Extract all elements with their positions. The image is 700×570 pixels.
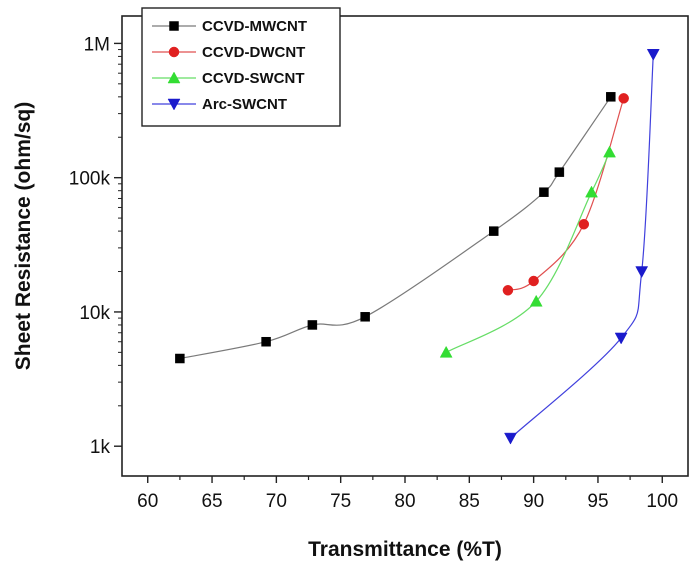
y-tick-label: 1k xyxy=(90,437,111,458)
ccvd-mwcnt-point xyxy=(175,353,185,364)
legend-label: CCVD-DWCNT xyxy=(202,44,305,61)
x-tick-label: 85 xyxy=(459,491,480,512)
x-tick-label: 100 xyxy=(646,491,678,512)
ccvd-dwcnt-point xyxy=(618,93,629,104)
arc-swcnt-point xyxy=(646,49,660,61)
y-tick-label: 100k xyxy=(69,169,111,190)
ccvd-mwcnt-curve xyxy=(179,96,612,360)
ccvd-mwcnt-point xyxy=(554,167,565,177)
arc-swcnt-point xyxy=(635,266,649,279)
legend-label: CCVD-MWCNT xyxy=(202,18,307,35)
ccvd-mwcnt-point xyxy=(606,92,616,102)
ccvd-mwcnt-legend-marker xyxy=(169,21,179,31)
legend-label: CCVD-SWCNT xyxy=(202,70,305,87)
x-tick-label: 80 xyxy=(394,491,415,512)
ccvd-dwcnt-point xyxy=(578,218,590,230)
x-axis-title: Transmittance (%T) xyxy=(308,538,502,561)
x-tick-label: 60 xyxy=(137,491,158,512)
series-markers xyxy=(175,49,660,445)
legend: CCVD-MWCNT CCVD-DWCNT CCVD-SWCNT Arc-SWCNT xyxy=(141,7,341,127)
ccvd-dwcnt-point xyxy=(502,285,514,296)
ccvd-swcnt-curve xyxy=(445,151,611,353)
arc-swcnt-point xyxy=(614,332,628,345)
ccvd-swcnt-point xyxy=(439,345,453,358)
y-tick-label: 1M xyxy=(84,34,110,55)
arc-swcnt-legend-marker xyxy=(167,98,181,111)
y-axis-title: Sheet Resistance (ohm/sq) xyxy=(12,102,35,370)
ccvd-mwcnt-point xyxy=(307,320,318,330)
x-tick-label: 75 xyxy=(330,491,351,512)
ccvd-mwcnt-point xyxy=(261,336,271,347)
y-tick-label: 10k xyxy=(79,303,110,324)
x-tick-label: 70 xyxy=(266,491,287,512)
x-tick-label: 65 xyxy=(201,491,222,512)
arc-swcnt-curve xyxy=(510,54,654,439)
x-tick-label: 95 xyxy=(587,491,608,512)
ccvd-mwcnt-point xyxy=(539,187,549,197)
ccvd-dwcnt-point xyxy=(528,275,539,287)
arc-swcnt-point xyxy=(504,432,517,445)
axes: 60 65 70 75 80 85 90 95 100 1k 10k 100k 1M xyxy=(69,15,689,512)
ccvd-mwcnt-point xyxy=(360,312,370,322)
ccvd-swcnt-point xyxy=(529,294,543,307)
ccvd-swcnt-legend-marker xyxy=(167,71,181,84)
ccvd-swcnt-point xyxy=(603,145,616,158)
ccvd-mwcnt-point xyxy=(489,226,499,236)
ccvd-swcnt-point xyxy=(585,185,598,198)
ccvd-dwcnt-legend-marker xyxy=(168,46,180,58)
x-tick-label: 90 xyxy=(523,491,544,512)
legend-label: Arc-SWCNT xyxy=(202,96,287,113)
ccvd-dwcnt-curve xyxy=(507,98,625,291)
